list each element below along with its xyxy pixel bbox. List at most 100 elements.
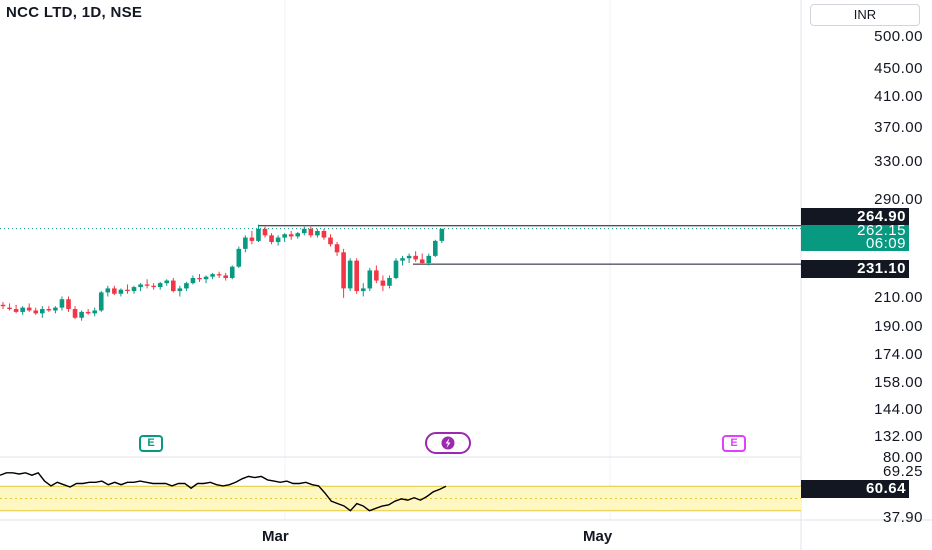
high-price-label: 264.90 [801, 208, 909, 226]
candle-body [72, 309, 78, 318]
candle-body [0, 304, 6, 307]
candle-body [66, 299, 71, 310]
low-price-label: 231.10 [801, 260, 909, 278]
candle-body [433, 240, 438, 256]
candle-body [262, 228, 268, 236]
candle-body [131, 287, 137, 292]
candle-body [334, 244, 340, 253]
price-tick: 290.00 [874, 191, 923, 208]
candle-body [426, 255, 432, 264]
candle-body [59, 299, 65, 308]
candle-body [98, 292, 104, 311]
price-tick: 500.00 [874, 28, 923, 45]
price-tick: 210.00 [874, 289, 923, 306]
candle-body [20, 307, 25, 312]
candle-body [53, 307, 58, 311]
candle-body [85, 311, 91, 314]
candle-body [393, 260, 399, 278]
candle-body [256, 228, 261, 241]
candle-body [229, 266, 235, 278]
candle-body [380, 280, 386, 286]
candle-body [203, 276, 209, 280]
candle-body [13, 309, 19, 312]
candle-body [190, 277, 196, 284]
candle-body [144, 284, 150, 286]
candle-body [249, 237, 255, 241]
candle-body [374, 270, 379, 281]
candle-body [321, 230, 327, 238]
candle-body [46, 309, 52, 311]
candle-body [341, 252, 346, 289]
candle-body [33, 310, 39, 314]
candle-body [419, 259, 425, 264]
candle-body [243, 237, 248, 249]
candle-body [223, 275, 228, 278]
candle-body [171, 280, 176, 292]
symbol-title[interactable]: NCC LTD, 1D, NSE [6, 4, 143, 21]
candle-body [387, 277, 392, 286]
candle-body [40, 309, 45, 314]
rsi-line [0, 471, 447, 512]
candle-body [125, 289, 130, 292]
rsi-current-label: 60.64 [801, 480, 909, 498]
price-tick: 330.00 [874, 153, 923, 170]
candle-body [112, 288, 117, 294]
candle-body [7, 307, 12, 310]
price-tick: 158.00 [874, 374, 923, 391]
candle-body [105, 288, 111, 293]
price-tick: 190.00 [874, 318, 923, 335]
candle-body [118, 289, 124, 294]
candle-body [157, 283, 163, 288]
candle-body [236, 248, 242, 267]
earnings-marker-past[interactable]: E [139, 435, 163, 452]
candle-body [295, 233, 301, 237]
candle-body [282, 234, 287, 238]
lightning-icon-glyph [441, 436, 455, 450]
candle-body [216, 274, 222, 276]
candle-body [354, 260, 359, 292]
price-tick: 410.00 [874, 88, 923, 105]
rsi-tick: 37.90 [882, 509, 923, 526]
candle-body [360, 288, 366, 292]
lightning-icon[interactable] [425, 432, 471, 454]
candle-body [151, 285, 156, 288]
candle-body [26, 307, 32, 311]
time-label-may: May [583, 528, 613, 545]
candle-body [184, 283, 189, 289]
candle-body [367, 270, 373, 289]
candle-body [164, 280, 170, 284]
price-tick: 144.00 [874, 401, 923, 418]
current-price-value: 262.15 [857, 222, 906, 239]
candle-body [328, 237, 333, 245]
candle-body [302, 228, 307, 234]
candle-body [406, 255, 412, 259]
price-tick: 370.00 [874, 119, 923, 136]
candle-body [413, 255, 418, 260]
candle-body [288, 234, 294, 237]
price-tick: 132.00 [874, 428, 923, 445]
time-label-mar: Mar [262, 528, 289, 545]
currency-selector[interactable]: INR [810, 4, 920, 26]
candle-body [177, 288, 183, 292]
current-price-label: 262.15 06:09 [801, 222, 909, 252]
candle-body [439, 228, 445, 241]
candle-body [79, 311, 84, 318]
candle-body [210, 274, 215, 277]
candle-body [315, 230, 320, 236]
candle-body [347, 260, 353, 289]
candle-body [275, 237, 281, 243]
candle-body [92, 310, 97, 314]
candle-body [400, 258, 405, 261]
rsi-tick: 69.25 [882, 463, 923, 480]
candle-body [197, 277, 202, 280]
candle-body [138, 284, 143, 288]
candle-body [269, 235, 274, 243]
price-tick: 174.00 [874, 346, 923, 363]
earnings-marker-future[interactable]: E [722, 435, 746, 452]
price-tick: 450.00 [874, 60, 923, 77]
rsi-tick: 80.00 [882, 449, 923, 466]
candle-body [308, 228, 314, 236]
bar-countdown: 06:09 [865, 235, 906, 252]
